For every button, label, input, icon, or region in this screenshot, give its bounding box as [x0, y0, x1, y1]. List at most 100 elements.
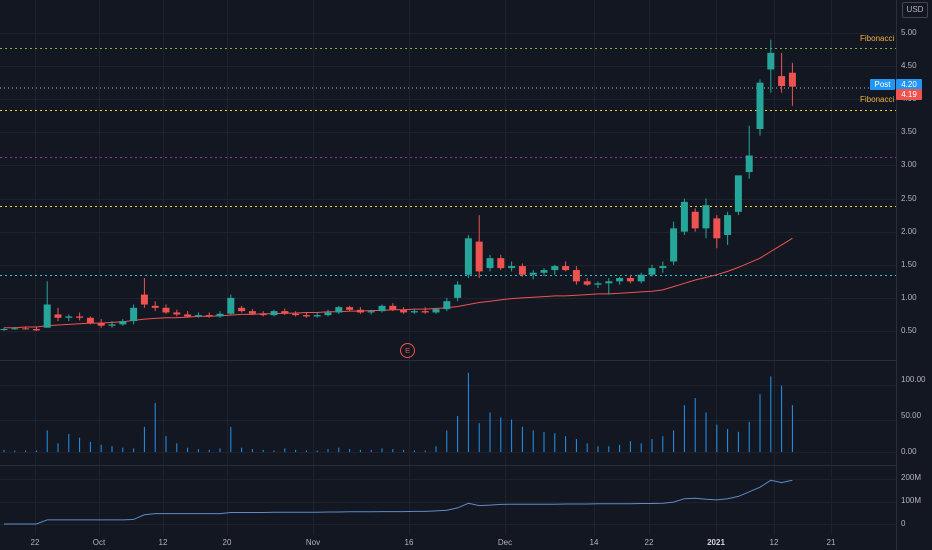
candle-body: [702, 205, 710, 229]
price-axis-label: 0.50: [901, 326, 917, 335]
grid-lines: [0, 0, 896, 535]
candle-body: [400, 309, 408, 313]
candle-body: [443, 301, 451, 310]
time-axis-tick: Oct: [92, 538, 106, 547]
candle-body: [313, 315, 321, 317]
volume-axis-label: 0.00: [901, 447, 917, 456]
candle-body: [594, 283, 602, 285]
candlestick-series: [0, 39, 796, 331]
candle-body: [756, 82, 764, 130]
candle-body: [724, 215, 732, 235]
price-axis-label: 4.50: [901, 61, 917, 71]
cumulative-axis-label: 100M: [901, 496, 922, 505]
candle-body: [616, 278, 624, 282]
volume-axis-label: 50.00: [901, 411, 922, 420]
candle-body: [475, 241, 483, 272]
candle-body: [238, 307, 246, 312]
time-axis-tick: 12: [158, 538, 168, 547]
candle-body: [778, 76, 786, 86]
candle-body: [216, 313, 224, 317]
time-axis-tick: 2021: [707, 538, 725, 547]
candle-body: [454, 284, 462, 298]
candle-body: [292, 313, 300, 316]
candle-body: [162, 307, 170, 313]
candle-body: [151, 305, 159, 308]
candle-body: [486, 258, 494, 269]
candle-body: [119, 321, 127, 325]
candle-body: [54, 314, 62, 318]
cumulative-axis-label: 0: [901, 519, 906, 528]
candle-body: [0, 329, 8, 331]
candle-body: [583, 281, 591, 285]
candle-body: [130, 307, 138, 322]
candle-body: [248, 311, 256, 314]
candle-body: [670, 228, 678, 262]
candle-body: [745, 155, 753, 173]
candle-body: [259, 313, 267, 316]
candle-body: [551, 266, 559, 271]
candle-body: [767, 52, 775, 70]
candle-body: [713, 218, 721, 239]
earnings-badge[interactable]: E: [400, 343, 415, 358]
candle-body: [497, 258, 505, 269]
candle-body: [302, 315, 310, 317]
candle-body: [572, 270, 580, 282]
candle-body: [734, 175, 742, 212]
price-axis-label: 1.50: [901, 259, 917, 269]
time-axis-tick: 12: [769, 538, 779, 547]
price-axis-label: 3.50: [901, 127, 917, 137]
time-axis-tick: 14: [589, 538, 599, 547]
candle-body: [648, 268, 656, 275]
candle-body: [140, 294, 148, 305]
post-price-tag: 4.20: [896, 79, 922, 90]
candle-body: [76, 316, 84, 318]
fibonacci-levels: [0, 48, 896, 276]
time-axis-tick: 21: [826, 538, 836, 547]
candle-body: [324, 312, 332, 316]
fib-label-top: Fibonacci: [860, 34, 895, 43]
candle-body: [432, 309, 440, 313]
candle-body: [108, 324, 116, 326]
candle-body: [464, 238, 472, 275]
time-axis-tick: 20: [222, 538, 232, 547]
candle-body: [356, 309, 364, 313]
price-axis-label: 5.00: [901, 28, 917, 37]
candle-body: [173, 312, 181, 315]
volume-series: [3, 372, 793, 452]
candle-body: [788, 72, 796, 87]
candle-body: [659, 266, 667, 269]
candle-body: [410, 311, 418, 313]
candle-body: [637, 274, 645, 282]
candle-body: [378, 305, 386, 312]
fib-label-bottom: Fibonacci: [860, 95, 895, 104]
price-axis-label: 3.00: [901, 160, 917, 170]
last-price-tag: 4.19: [896, 89, 922, 100]
candle-body: [270, 311, 278, 316]
candle-body: [367, 311, 375, 313]
candle-body: [32, 329, 40, 331]
candle-body: [508, 266, 516, 269]
candle-body: [281, 311, 289, 314]
candle-body: [421, 311, 429, 313]
time-axis-tick: 22: [644, 538, 654, 547]
candle-body: [184, 314, 192, 317]
candle-body: [626, 278, 634, 282]
candle-body: [205, 315, 213, 317]
cumulative-axis-label: 200M: [901, 473, 922, 482]
cumulative-volume-line: [4, 479, 793, 525]
candle-body: [194, 315, 202, 317]
candle-body: [562, 266, 570, 271]
time-axis-tick: 22: [30, 538, 40, 547]
post-label: Post: [870, 79, 895, 90]
candle-body: [540, 270, 548, 273]
candle-body: [389, 305, 397, 310]
price-axis-label: 2.00: [901, 226, 917, 236]
currency-label[interactable]: USD: [902, 2, 928, 18]
candle-body: [529, 272, 537, 275]
candle-body: [605, 281, 613, 284]
candle-body: [680, 201, 688, 232]
candle-body: [335, 307, 343, 313]
price-axis-label: 2.50: [901, 193, 917, 203]
candle-body: [518, 266, 526, 275]
